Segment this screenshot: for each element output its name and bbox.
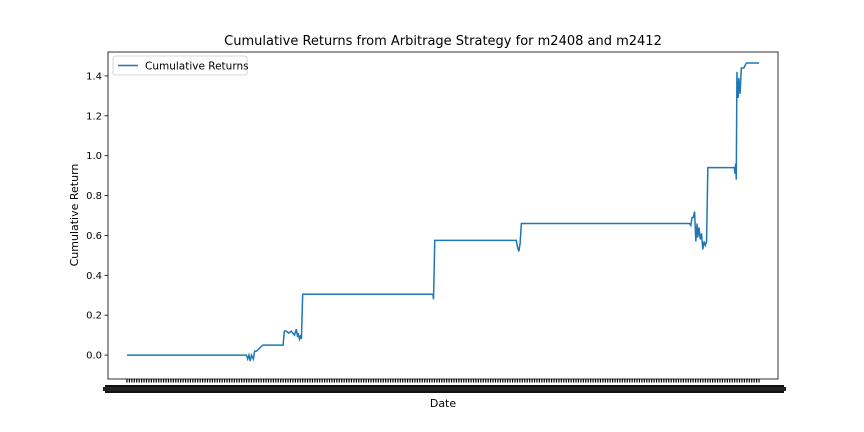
y-tick-label: 0.2 xyxy=(86,311,102,322)
chart-title: Cumulative Returns from Arbitrage Strate… xyxy=(224,34,662,49)
series-line-cumulative-returns xyxy=(126,62,760,362)
y-axis-label: Cumulative Return xyxy=(68,164,81,267)
y-tick-label: 1.0 xyxy=(86,151,102,162)
legend-box xyxy=(112,55,248,76)
y-tick-label: 0.6 xyxy=(86,231,102,242)
legend-label: Cumulative Returns xyxy=(145,61,249,73)
y-tick-label: 1.4 xyxy=(86,71,102,82)
y-tick-label: 0.8 xyxy=(86,191,102,202)
plot-background xyxy=(108,52,778,379)
x-axis xyxy=(102,379,787,393)
y-tick-label: 1.2 xyxy=(86,111,102,122)
legend: Cumulative Returns xyxy=(112,55,249,76)
plot-frame xyxy=(107,51,779,380)
x-axis-label: Date xyxy=(430,397,457,410)
y-axis: 0.0 0.2 0.4 0.6 0.8 1.0 1.2 1.4 xyxy=(86,71,108,362)
x-tick-labels-overlap-edge xyxy=(102,387,787,391)
y-tick-label: 0.0 xyxy=(86,351,102,362)
y-tick-label: 0.4 xyxy=(86,271,102,282)
